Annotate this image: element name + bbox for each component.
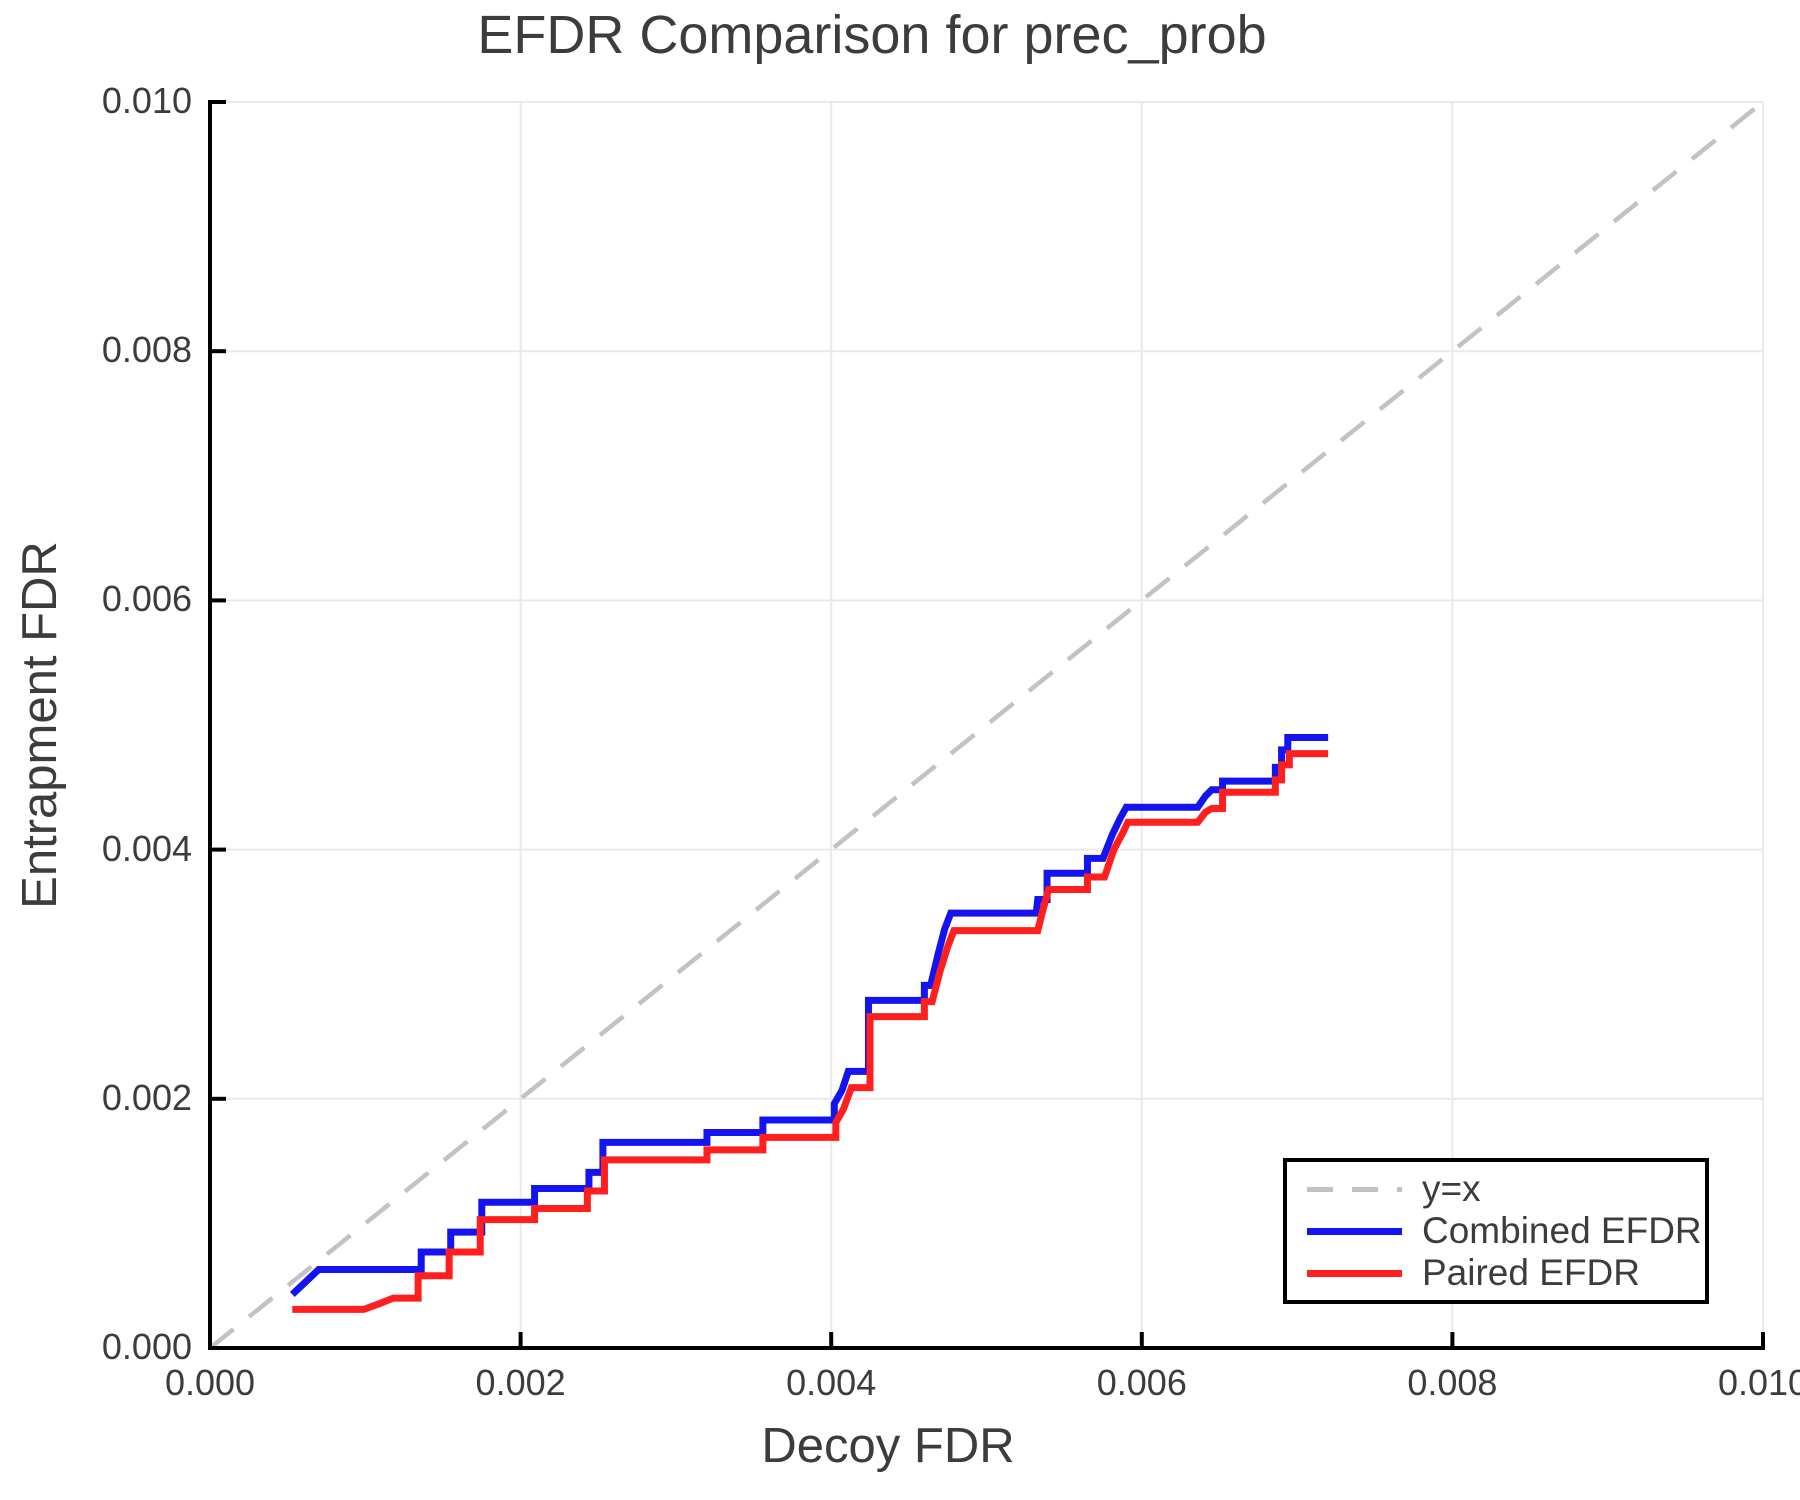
chart-title: EFDR Comparison for prec_prob [477, 5, 1267, 65]
x-tick-label: 0.006 [1096, 1362, 1187, 1403]
legend-label: y=x [1422, 1168, 1481, 1209]
y-tick-label: 0.010 [101, 80, 192, 121]
series-line-paired-efdr [292, 750, 1329, 1313]
legend-label: Combined EFDR [1422, 1210, 1702, 1251]
x-tick-label: 0.000 [164, 1362, 256, 1403]
series-line-y-x [208, 100, 1765, 1350]
x-axis-label: Decoy FDR [761, 1419, 1015, 1473]
x-tick-label: 0.004 [786, 1362, 877, 1403]
x-tick-label: 0.002 [475, 1362, 566, 1403]
legend-item-yx: y=x [1307, 1169, 1705, 1209]
y-tick-label: 0.004 [101, 827, 192, 869]
dashed-line-icon [1307, 1186, 1402, 1192]
x-tick-label: 0.008 [1407, 1362, 1498, 1403]
y-tick-label: 0.002 [101, 1076, 192, 1118]
legend-label: Paired EFDR [1422, 1252, 1640, 1293]
x-tick-label: 0.010 [1717, 1362, 1800, 1403]
series-line-combined-efdr [289, 733, 1329, 1297]
legend-item-combined-efdr: Combined EFDR [1307, 1211, 1705, 1251]
red-line-icon [1307, 1269, 1402, 1277]
y-tick-label: 0.000 [101, 1326, 192, 1367]
legend-item-paired-efdr: Paired EFDR [1307, 1253, 1705, 1293]
y-tick-label: 0.008 [101, 329, 192, 371]
y-tick-label: 0.006 [101, 578, 192, 620]
legend: y=x Combined EFDR Paired EFDR [1283, 1158, 1709, 1304]
blue-line-icon [1307, 1227, 1402, 1235]
